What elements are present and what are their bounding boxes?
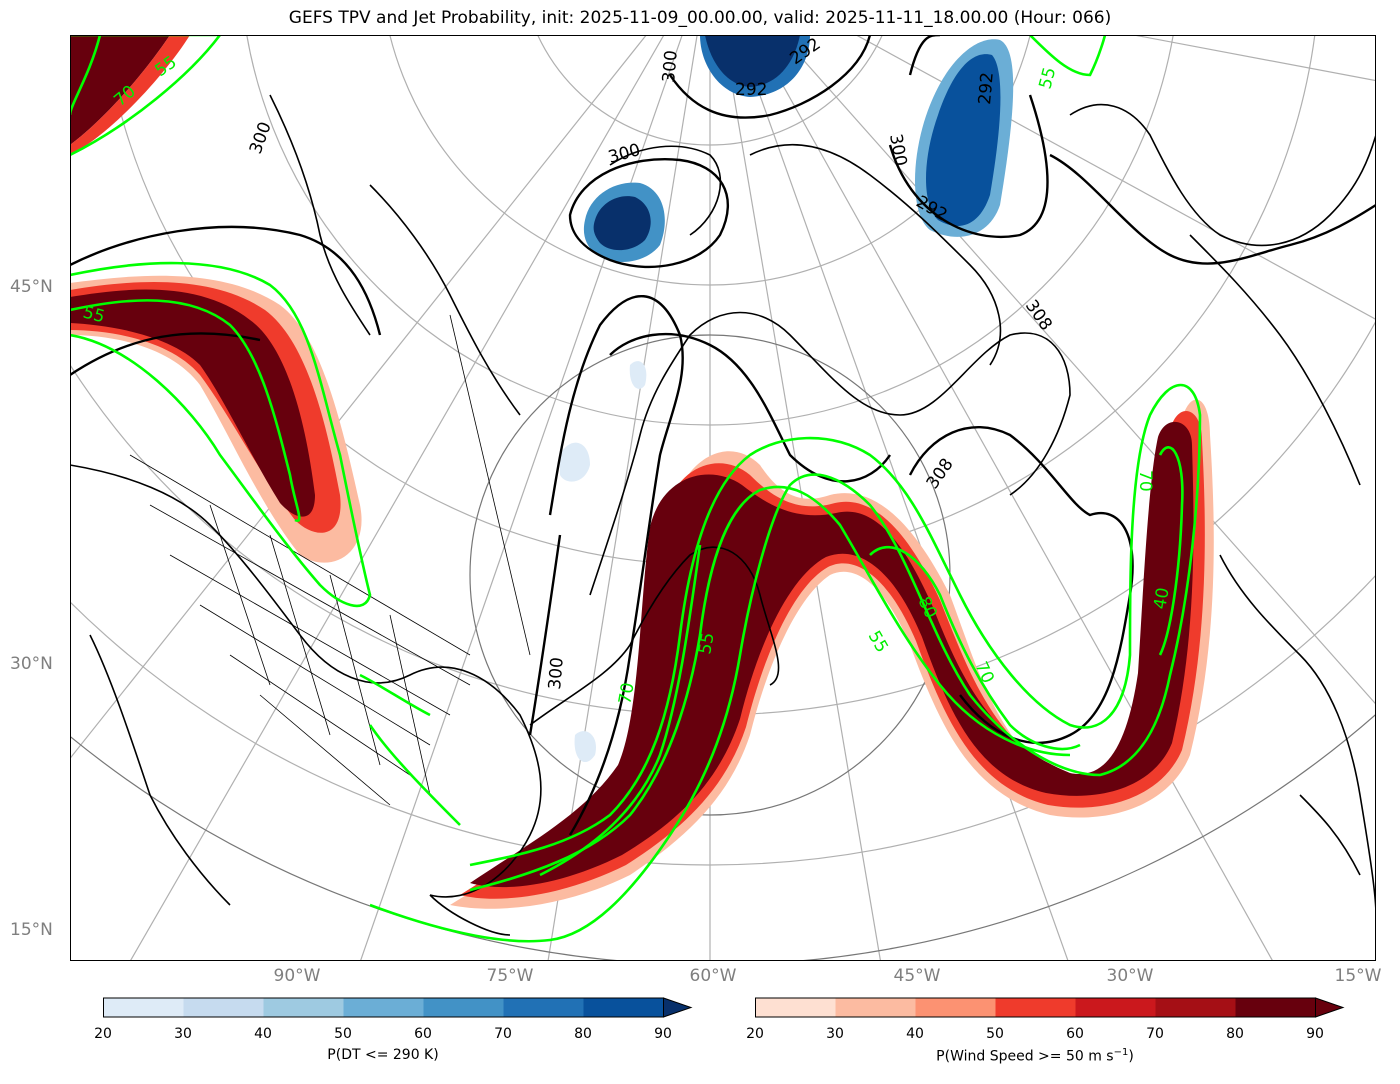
colorbar-segment: [835, 998, 916, 1017]
colorbar-border: [755, 997, 1316, 1018]
colorbar-dt-label: P(DT <= 290 K): [327, 1047, 439, 1063]
lon-label: 90°W: [273, 966, 321, 986]
colorbar-tick-label: 20: [94, 1026, 112, 1042]
colorbar-tick-label: 60: [1066, 1026, 1084, 1042]
lat-label: 45°N: [10, 277, 53, 297]
contour-label: 55: [864, 628, 892, 657]
colorbar-segment: [103, 998, 184, 1017]
colorbar-extend-arrow: [663, 997, 693, 1018]
contour-label: 292: [975, 71, 998, 105]
colorbar-segment: [343, 998, 424, 1017]
state-borders: [129, 314, 531, 806]
wind-label-text: P(Wind Speed >= 50 m s: [936, 1048, 1114, 1065]
contour-label: 40: [1150, 586, 1173, 611]
lon-label: 15°W: [1334, 966, 1382, 986]
colorbar-segment: [995, 998, 1076, 1017]
colorbar-segment: [583, 998, 664, 1017]
lon-label: 45°W: [893, 966, 941, 986]
colorbar-dt-probability: [103, 997, 693, 1018]
lat-label: 30°N: [10, 654, 53, 674]
colorbar-wind-probability: [755, 997, 1345, 1018]
colorbar-tick-label: 30: [174, 1026, 192, 1042]
colorbar-tick-label: 80: [1226, 1026, 1244, 1042]
contour-label: 300: [659, 49, 682, 83]
colorbar-border: [103, 997, 664, 1018]
colorbar-tick-label: 30: [826, 1026, 844, 1042]
contour-label: 70: [1135, 470, 1155, 492]
colorbar-segment: [503, 998, 584, 1017]
contour-label: 300: [885, 132, 910, 167]
lat-label: 15°N: [10, 920, 53, 940]
contour-label: 55: [695, 631, 718, 656]
colorbar-segment: [1235, 998, 1316, 1017]
map-title: GEFS TPV and Jet Probability, init: 2025…: [288, 8, 1112, 28]
colorbar-tick-label: 40: [254, 1026, 272, 1042]
wind-label-close: ): [1128, 1048, 1134, 1065]
colorbar-segment: [263, 998, 344, 1017]
lon-label: 30°W: [1106, 966, 1154, 986]
colorbar-tick-label: 90: [654, 1026, 672, 1042]
jet-contours: [70, 35, 1202, 943]
colorbar-tick-label: 20: [746, 1026, 764, 1042]
colorbar-tick-label: 40: [906, 1026, 924, 1042]
colorbar-segment: [755, 998, 836, 1017]
colorbar-tick-label: 90: [1306, 1026, 1324, 1042]
colorbar-segment: [183, 998, 264, 1017]
colorbar-tick-label: 50: [334, 1026, 352, 1042]
colorbar-segment: [423, 998, 504, 1017]
contour-label: 70: [615, 681, 638, 706]
colorbar-segment: [915, 998, 996, 1017]
contour-label: 300: [545, 656, 568, 690]
contour-label: 308: [923, 455, 958, 493]
colorbar-tick-label: 70: [494, 1026, 512, 1042]
colorbar-tick-label: 80: [574, 1026, 592, 1042]
contour-label: 300: [246, 119, 276, 156]
wind-label-exponent: −1: [1113, 1047, 1129, 1058]
colorbar-tick-label: 60: [414, 1026, 432, 1042]
contour-label: 292: [735, 80, 767, 100]
colorbar-segment: [1075, 998, 1156, 1017]
colorbar-tick-label: 70: [1146, 1026, 1164, 1042]
map-panel[interactable]: 70 55 55 70 55 55 70 80 70 40 55 40 300 …: [70, 35, 1376, 961]
colorbar-segment: [1155, 998, 1236, 1017]
lon-label: 75°W: [486, 966, 534, 986]
colorbar-wind-label: P(Wind Speed >= 50 m s−1): [936, 1047, 1134, 1065]
tpv-probability-fill: [560, 35, 1014, 763]
colorbar-tick-label: 50: [986, 1026, 1004, 1042]
jet-probability-fill: [70, 35, 1214, 909]
colorbar-extend-arrow: [1315, 997, 1345, 1018]
coastlines: [70, 94, 1376, 936]
lon-label: 60°W: [689, 966, 737, 986]
